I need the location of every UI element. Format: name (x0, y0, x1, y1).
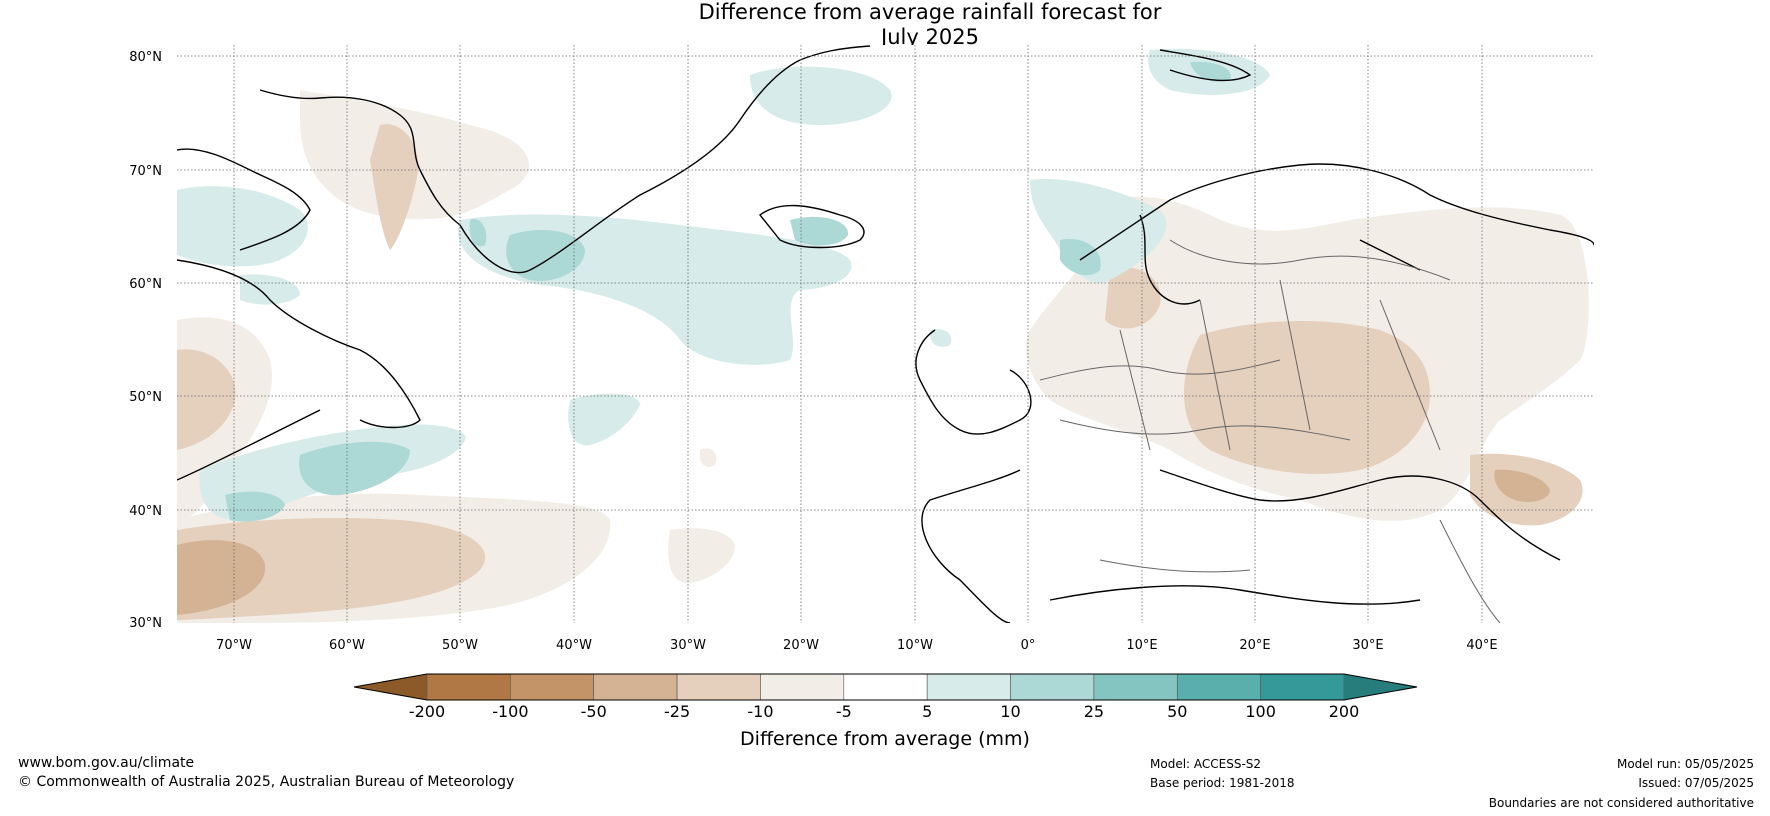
copyright-text: © Commonwealth of Australia 2025, Austra… (18, 774, 515, 790)
coastlines (177, 45, 1594, 623)
colorbar-tick-label: -200 (409, 702, 445, 721)
colorbar-tick-label: 100 (1245, 702, 1276, 721)
graticule (177, 45, 1594, 623)
colorbar-segment (1093, 673, 1178, 701)
colorbar-tick-label: -5 (836, 702, 852, 721)
longitude-labels: 70°W 60°W 50°W 40°W 30°W 20°W 10°W 0° 10… (216, 638, 1498, 653)
issued-text: Issued: 07/05/2025 (1638, 776, 1754, 790)
colorbar-segment (426, 673, 511, 701)
colorbar-segment (1260, 673, 1345, 701)
colorbar-segment (1176, 673, 1261, 701)
country-borders (1039, 239, 1501, 623)
lat-label: 80°N (129, 50, 162, 65)
colorbar-tick-label: 200 (1329, 702, 1360, 721)
dry-anomaly-shading (177, 90, 1589, 623)
colorbar-high-arrow (1344, 674, 1417, 700)
latitude-labels: 80°N 70°N 60°N 50°N 40°N 30°N (129, 50, 162, 631)
lon-label: 40°W (556, 638, 592, 653)
lon-label: 20°E (1239, 638, 1270, 653)
colorbar-segment (760, 673, 845, 701)
model-run-text: Model run: 05/05/2025 (1616, 757, 1754, 771)
colorbar-tick-label: 5 (922, 702, 932, 721)
colorbar-segment (676, 673, 761, 701)
colorbar-segment (926, 673, 1011, 701)
lon-label: 70°W (216, 638, 252, 653)
lon-label: 60°W (329, 638, 365, 653)
lon-label: 10°E (1126, 638, 1157, 653)
colorbar-tick-label: -10 (747, 702, 773, 721)
colorbar-tick-label: -25 (664, 702, 690, 721)
lat-label: 40°N (129, 504, 162, 519)
colorbar-legend: -200 -100 -50 -25 -10 -5 5 10 25 50 100 200 (353, 673, 1418, 721)
colorbar-segment (1010, 673, 1095, 701)
colorbar-tick-label: 50 (1167, 702, 1187, 721)
disclaimer-text: Boundaries are not considered authoritat… (1488, 796, 1754, 810)
lon-label: 40°E (1466, 638, 1497, 653)
colorbar-segments (426, 673, 1345, 701)
lon-label: 30°W (670, 638, 706, 653)
colorbar-segment (593, 673, 678, 701)
wet-anomaly-shading (177, 48, 1270, 522)
colorbar-tick-labels: -200 -100 -50 -25 -10 -5 5 10 25 50 100 200 (409, 702, 1359, 721)
colorbar-label: Difference from average (mm) (740, 728, 1030, 750)
website-text: www.bom.gov.au/climate (18, 755, 195, 771)
lat-label: 70°N (129, 164, 162, 179)
lon-label: 10°W (897, 638, 933, 653)
lon-label: 50°W (442, 638, 478, 653)
colorbar-segment (510, 673, 595, 701)
colorbar-tick-label: -100 (492, 702, 528, 721)
lon-label: 20°W (783, 638, 819, 653)
colorbar-tick-label: -50 (581, 702, 607, 721)
lat-label: 50°N (129, 390, 162, 405)
map-title: Difference from average rainfall forecas… (0, 0, 1770, 50)
map-area (177, 45, 1594, 623)
colorbar-segment (843, 673, 928, 701)
colorbar-tick-label: 10 (1000, 702, 1020, 721)
colorbar-low-arrow (354, 674, 427, 700)
lat-label: 30°N (129, 616, 162, 631)
lon-label: 0° (1021, 638, 1036, 653)
lon-label: 30°E (1352, 638, 1383, 653)
base-period-text: Base period: 1981-2018 (1150, 776, 1295, 790)
model-text: Model: ACCESS-S2 (1150, 757, 1262, 771)
colorbar-tick-label: 25 (1084, 702, 1104, 721)
lat-label: 60°N (129, 277, 162, 292)
title-line-1: Difference from average rainfall forecas… (698, 0, 1162, 24)
